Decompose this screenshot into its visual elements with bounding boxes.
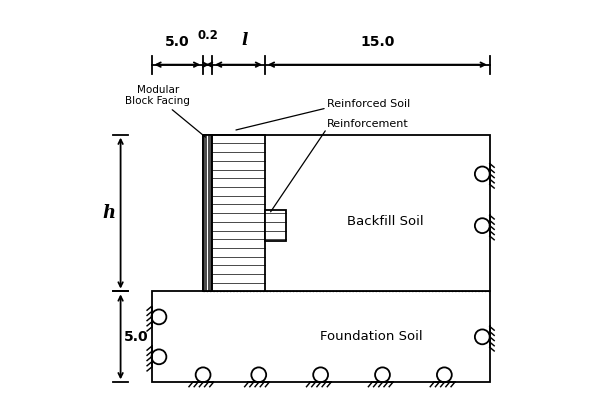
Bar: [152, 291, 490, 382]
Bar: [212, 135, 265, 291]
Text: l: l: [242, 32, 248, 49]
Text: Foundation Soil: Foundation Soil: [320, 330, 422, 343]
Text: Reinforced Soil: Reinforced Soil: [327, 99, 410, 109]
Text: Reinforcement: Reinforcement: [327, 120, 409, 130]
Text: 0.2: 0.2: [197, 29, 218, 42]
Bar: [203, 135, 212, 291]
Bar: [203, 135, 490, 291]
Text: h: h: [103, 204, 116, 222]
Text: 5.0: 5.0: [165, 35, 190, 49]
Text: 5.0: 5.0: [124, 330, 149, 344]
Text: 15.0: 15.0: [360, 35, 395, 49]
Text: Backfill Soil: Backfill Soil: [347, 215, 424, 228]
Text: Modular
Block Facing: Modular Block Facing: [125, 85, 190, 106]
Bar: [265, 210, 286, 241]
